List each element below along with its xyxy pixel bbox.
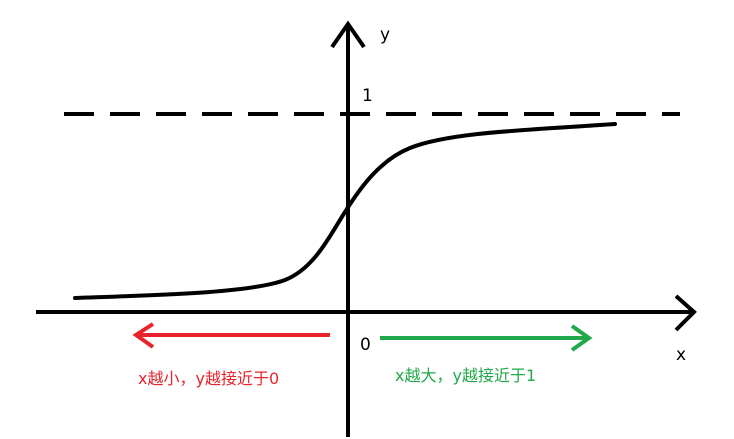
asymptote-tick-label: 1 — [362, 86, 373, 106]
x-axis-arrowhead — [674, 294, 697, 332]
right-arrowhead — [570, 324, 593, 352]
y-axis-arrowhead — [330, 20, 366, 49]
sigmoid-curve — [73, 122, 617, 300]
right-annotation: x越大，y越接近于1 — [395, 366, 536, 385]
left-annotation: x越小，y越接近于0 — [138, 369, 279, 388]
origin-label: 0 — [360, 335, 371, 355]
left-arrowhead — [132, 322, 155, 349]
x-axis-label: x — [676, 345, 686, 365]
y-axis-label: y — [380, 25, 390, 45]
